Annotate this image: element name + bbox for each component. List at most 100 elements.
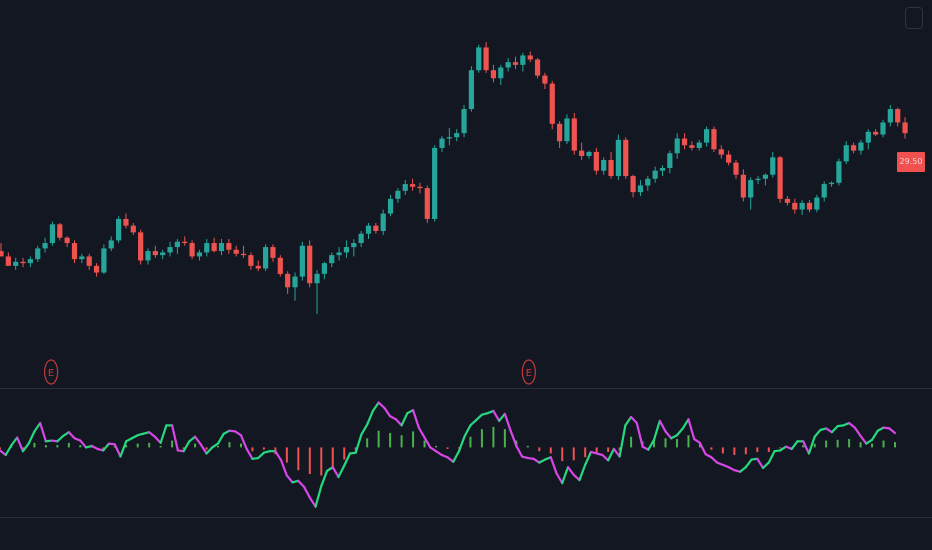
oscillator-line-segment — [647, 438, 656, 451]
oscillator-line-segment — [39, 421, 47, 443]
histogram-bar — [446, 447, 449, 449]
oscillator-line-segment — [417, 426, 426, 439]
oscillator-line-segment — [211, 442, 220, 449]
oscillator-line-segment — [205, 446, 214, 455]
candle-body — [858, 142, 864, 151]
candle-body — [116, 218, 122, 241]
candle-body — [64, 237, 70, 244]
candle-body — [387, 198, 394, 214]
oscillator-line-segment — [354, 433, 363, 454]
histogram-bar — [377, 430, 380, 448]
candle-body — [601, 159, 607, 171]
candle-body — [218, 243, 225, 252]
histogram-bar — [435, 445, 438, 448]
histogram-bar — [836, 439, 839, 448]
candle-body — [593, 151, 599, 171]
candle-body — [520, 55, 526, 65]
oscillator-line-segment — [153, 435, 162, 444]
candlestick-series — [0, 42, 908, 315]
oscillator-line-segment — [171, 424, 179, 452]
oscillator-line-segment — [549, 456, 558, 475]
histogram-bar — [90, 446, 93, 448]
candle-body — [365, 225, 372, 234]
histogram-bar — [675, 439, 678, 448]
last-price-label: 29.50 — [897, 152, 925, 172]
candle-body — [623, 139, 629, 177]
oscillator-line-segment — [159, 424, 168, 444]
candle-body — [49, 224, 56, 244]
candle-body — [145, 251, 151, 261]
candle-body — [512, 62, 519, 65]
histogram-bar — [251, 447, 254, 452]
candle-body — [439, 138, 445, 148]
oscillator-line-segment — [492, 409, 501, 422]
candle-body — [42, 243, 48, 249]
oscillator-line-segment — [429, 446, 438, 453]
candle-body — [836, 161, 842, 183]
oscillator-line-segment — [377, 401, 386, 409]
histogram-bar — [549, 447, 552, 454]
candle-body — [270, 247, 276, 258]
histogram-bar — [664, 438, 667, 448]
candle-body — [93, 265, 100, 273]
candle-body — [314, 273, 320, 284]
candle-body — [204, 243, 210, 253]
candle-body — [873, 131, 879, 135]
oscillator-line-segment — [331, 466, 340, 479]
oscillator-line-segment — [16, 436, 25, 453]
candle-body — [27, 259, 33, 264]
oscillator-line-segment — [360, 423, 369, 436]
histogram-bar — [572, 447, 575, 461]
histogram-bar — [457, 447, 460, 449]
candle-body — [505, 62, 511, 68]
histogram-bar — [194, 443, 197, 448]
oscillator-line-segment — [199, 443, 208, 455]
oscillator-line-segment — [280, 459, 288, 477]
histogram-bar — [848, 439, 851, 448]
oscillator-line-segment — [710, 456, 719, 464]
candle-body — [263, 247, 269, 269]
oscillator-line-segment — [257, 451, 266, 460]
oscillator-line-segment — [452, 450, 461, 463]
oscillator-line-segment — [314, 485, 323, 508]
candle-body — [549, 83, 555, 124]
candle-body — [895, 109, 901, 123]
candle-body — [851, 145, 857, 151]
oscillator-line-segment — [423, 436, 432, 449]
candle-body — [226, 243, 232, 250]
histogram-bar — [354, 447, 357, 451]
histogram-bar — [33, 442, 36, 448]
candle-body — [255, 265, 261, 269]
candle-body — [196, 252, 203, 257]
oscillator-line-segment — [566, 466, 575, 476]
histogram-bar — [21, 447, 24, 449]
histogram-bar — [882, 440, 885, 448]
oscillator-line-segment — [285, 474, 294, 484]
oscillator-line-segment — [853, 426, 862, 438]
oscillator-line-segment — [859, 434, 868, 445]
oscillator-line-segment — [813, 428, 822, 438]
histogram-bar — [308, 447, 311, 474]
oscillator-line-segment — [618, 424, 627, 458]
oscillator-line-segment — [503, 412, 512, 432]
histogram-bar — [813, 443, 816, 448]
candle-body — [718, 149, 724, 155]
candle-body — [755, 178, 761, 181]
candle-body — [792, 202, 798, 210]
candle-body — [740, 174, 746, 198]
chart-settings-button[interactable] — [905, 7, 923, 29]
histogram-bar — [630, 436, 633, 448]
candle-body — [843, 145, 849, 162]
candle-body — [652, 170, 658, 179]
histogram-bar — [480, 429, 483, 448]
histogram-bar — [526, 445, 529, 448]
earnings-marker — [521, 359, 536, 385]
oscillator-line-segment — [119, 440, 128, 458]
histogram-bar — [423, 440, 426, 448]
candle-body — [174, 241, 180, 248]
histogram-bar — [400, 435, 403, 448]
oscillator-line-segment — [629, 415, 638, 425]
candle-body — [630, 176, 636, 193]
candle-body — [814, 197, 820, 210]
